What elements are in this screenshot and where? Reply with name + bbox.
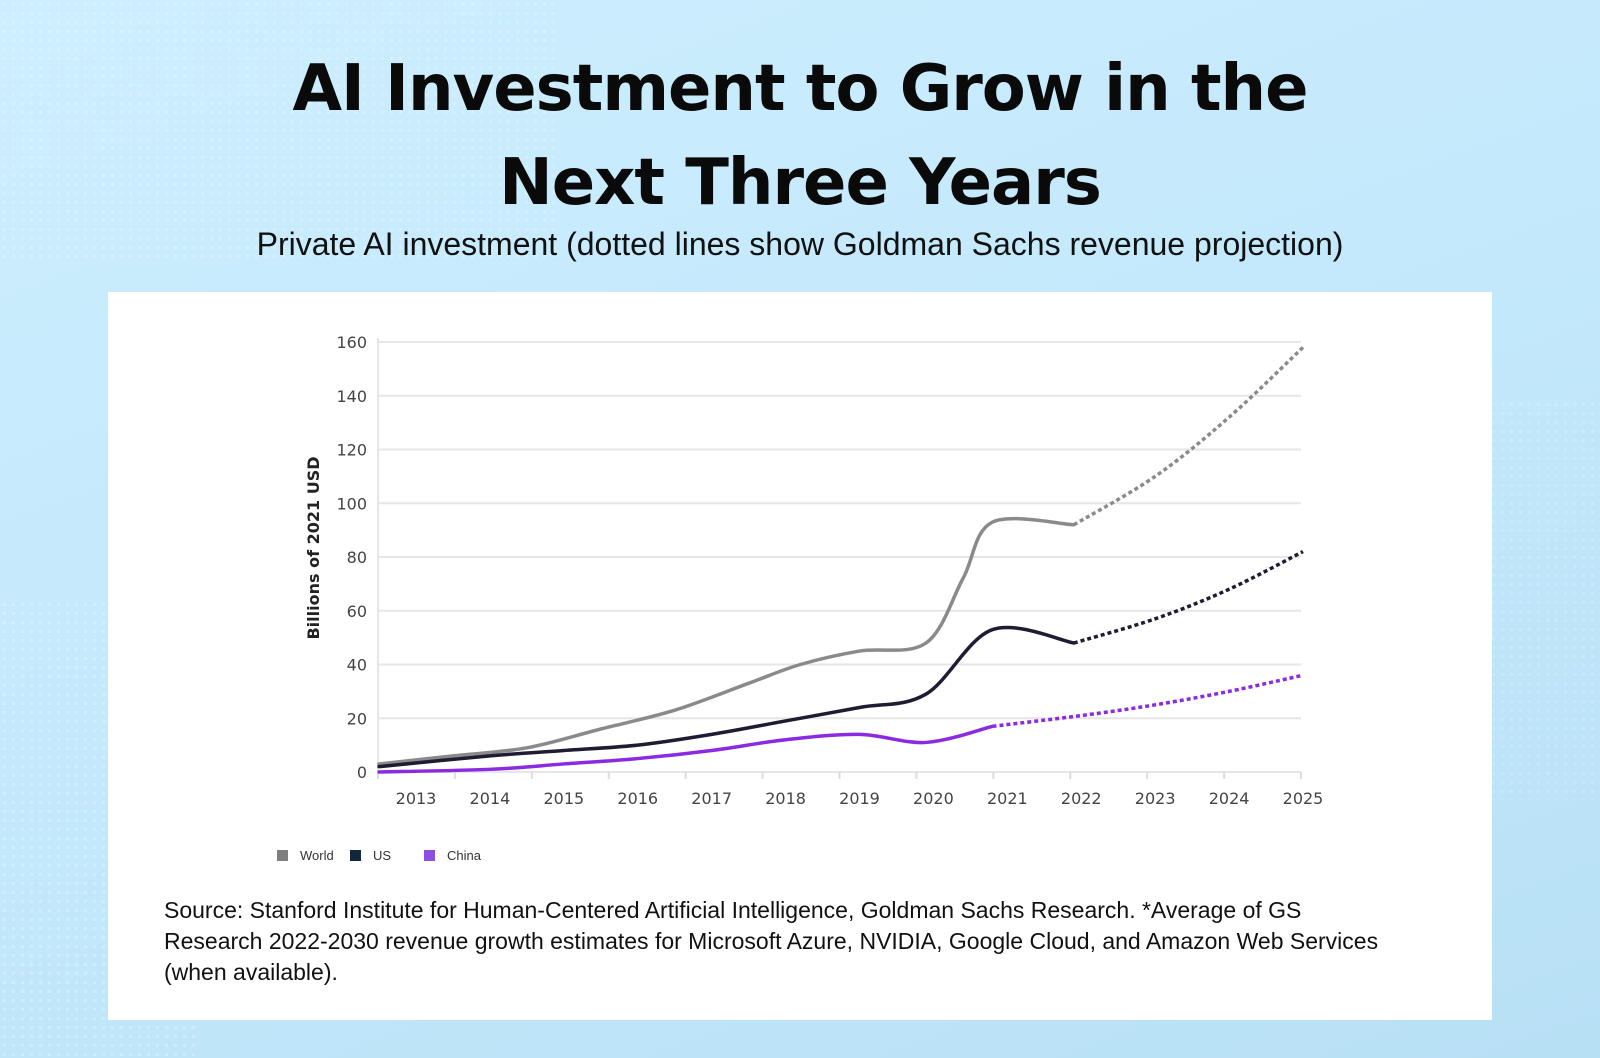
y-tick-label: 60 — [347, 602, 367, 621]
legend-label-china: China — [447, 848, 481, 863]
series-projection-us — [1073, 550, 1304, 645]
y-axis-label: Billions of 2021 USD — [304, 456, 323, 639]
series-line-world — [377, 516, 1076, 766]
x-tick-label: 2024 — [1209, 789, 1250, 808]
legend-label-us: US — [373, 848, 392, 863]
series-projection-world — [1072, 346, 1305, 527]
legend-swatch-us — [350, 850, 361, 861]
y-tick-label: 120 — [336, 441, 367, 460]
legend-swatch-world — [277, 850, 288, 861]
legend-swatch-china — [424, 850, 435, 861]
series-projection-china — [992, 673, 1304, 729]
legend-label-world: World — [300, 848, 334, 863]
y-tick-label: 100 — [336, 494, 367, 513]
y-tick-label: 20 — [347, 709, 367, 728]
x-tick-label: 2023 — [1135, 789, 1176, 808]
page-title: AI Investment to Grow in the Next Three … — [0, 42, 1600, 230]
legend-world: World — [277, 848, 334, 863]
x-tick-label: 2015 — [543, 789, 584, 808]
x-tick-label: 2020 — [913, 789, 954, 808]
x-tick-label: 2021 — [987, 789, 1028, 808]
x-tick-label: 2016 — [617, 789, 658, 808]
y-tick-label: 160 — [336, 333, 367, 352]
legend-us: US — [350, 848, 391, 863]
title-line-1: AI Investment to Grow in the — [292, 52, 1309, 126]
title-line-2: Next Three Years — [499, 146, 1102, 220]
y-tick-label: 0 — [357, 763, 367, 782]
chart-card — [108, 292, 1492, 1020]
y-tick-label: 40 — [347, 656, 367, 675]
series-line-us — [377, 625, 1076, 769]
x-tick-label: 2019 — [839, 789, 880, 808]
subtitle: Private AI investment (dotted lines show… — [256, 226, 1344, 262]
source-note: Source: Stanford Institute for Human-Cen… — [164, 897, 1379, 985]
x-tick-label: 2013 — [396, 789, 437, 808]
x-tick-label: 2014 — [470, 789, 511, 808]
x-tick-label: 2018 — [765, 789, 806, 808]
series-line-china — [377, 724, 995, 774]
legend-china: China — [424, 848, 481, 863]
x-tick-label: 2022 — [1061, 789, 1102, 808]
y-tick-label: 140 — [336, 387, 367, 406]
y-tick-label: 80 — [347, 548, 367, 567]
x-tick-label: 2025 — [1283, 789, 1324, 808]
x-tick-label: 2017 — [691, 789, 732, 808]
